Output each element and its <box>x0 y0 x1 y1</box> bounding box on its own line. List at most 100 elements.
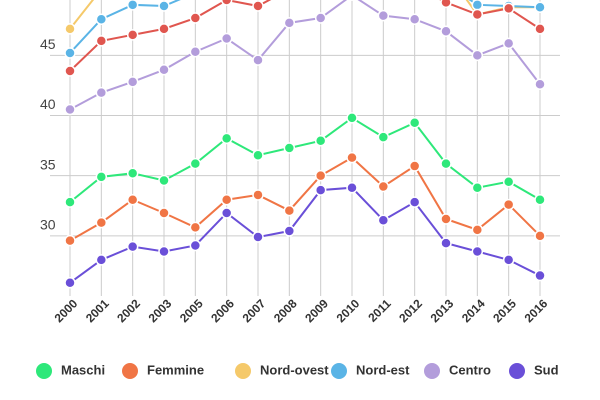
x-tick-label: 2011 <box>365 296 394 325</box>
data-point <box>95 254 108 266</box>
data-point <box>252 54 264 66</box>
data-point <box>377 214 390 226</box>
data-point <box>440 25 452 38</box>
x-tick-label: 2007 <box>240 296 269 325</box>
series-line <box>69 156 541 242</box>
data-point <box>534 269 546 282</box>
data-point <box>220 32 233 45</box>
x-tick-label: 2014 <box>459 296 488 325</box>
data-point <box>534 194 546 206</box>
legend-label: Nord-ovest <box>260 362 329 377</box>
data-point <box>252 149 264 161</box>
data-point <box>95 216 108 229</box>
data-point <box>346 181 358 194</box>
data-point <box>377 9 390 22</box>
data-point <box>314 184 327 196</box>
data-point <box>64 277 76 289</box>
data-point <box>283 142 296 154</box>
data-point <box>471 49 484 62</box>
data-point <box>126 29 139 41</box>
series-line <box>69 186 541 284</box>
data-point <box>534 78 546 90</box>
data-point <box>440 237 452 249</box>
data-point <box>502 37 515 50</box>
data-point <box>440 157 452 170</box>
x-tick-label: 2001 <box>83 296 112 325</box>
data-point <box>534 230 546 242</box>
x-tick-label: 2002 <box>114 296 143 325</box>
y-tick-label: 30 <box>40 217 56 233</box>
data-point <box>534 23 546 35</box>
data-point <box>471 181 484 194</box>
data-point <box>158 64 170 76</box>
data-point <box>220 194 233 206</box>
data-point <box>95 35 108 47</box>
y-tick-label: 40 <box>40 96 56 112</box>
series-line <box>69 0 541 72</box>
grid <box>50 0 560 296</box>
y-tick-label: 45 <box>40 36 56 52</box>
data-point <box>189 221 202 234</box>
data-point <box>283 225 296 237</box>
data-point <box>408 160 421 172</box>
data-point <box>471 224 484 236</box>
data-point <box>64 65 76 77</box>
data-point <box>189 12 202 24</box>
data-point <box>502 2 515 15</box>
legend-label: Femmine <box>147 362 204 377</box>
data-point <box>314 169 327 182</box>
data-point <box>158 0 170 12</box>
x-tick-label: 2013 <box>428 296 457 325</box>
data-point <box>95 13 108 26</box>
data-point <box>158 23 170 35</box>
data-point <box>220 132 233 145</box>
series-line <box>69 116 541 203</box>
data-point <box>440 213 452 225</box>
data-point <box>189 45 202 58</box>
data-point <box>126 167 139 180</box>
legend-swatch <box>122 363 138 379</box>
series-line <box>69 0 541 111</box>
legend-swatch <box>331 363 347 379</box>
x-tick-label: 2016 <box>522 296 551 325</box>
data-point <box>471 245 484 258</box>
data-point <box>126 76 139 88</box>
x-tick-label: 2010 <box>334 296 363 325</box>
data-point <box>126 0 139 11</box>
x-tick-label: 2005 <box>177 296 206 325</box>
legend-label: Centro <box>449 362 491 377</box>
data-point <box>220 207 233 219</box>
data-point <box>64 196 76 208</box>
legend-swatch <box>509 363 525 379</box>
data-point <box>283 17 296 29</box>
plot-area <box>64 0 546 289</box>
data-point <box>189 239 202 252</box>
data-point <box>252 0 264 12</box>
data-point <box>64 103 76 116</box>
data-point <box>377 180 390 193</box>
data-point <box>408 13 421 26</box>
data-point <box>252 231 264 243</box>
x-tick-label: 2015 <box>490 296 519 325</box>
data-point <box>189 157 202 170</box>
data-point <box>346 112 358 124</box>
data-point <box>126 194 139 206</box>
y-tick-label: 35 <box>40 156 56 172</box>
data-point <box>471 8 484 21</box>
series-line <box>69 0 541 54</box>
data-point <box>252 189 264 201</box>
data-point <box>534 1 546 13</box>
labels: 30 35 40 45 2000 2001 2002 2003 2005 2006 2007 2008… <box>36 36 559 379</box>
legend-swatch <box>424 363 440 379</box>
data-point <box>283 204 296 217</box>
x-tick-label: 2008 <box>271 296 300 325</box>
data-point <box>64 234 76 247</box>
data-point <box>64 47 76 59</box>
data-point <box>314 12 327 24</box>
legend-swatch <box>36 363 52 379</box>
data-point <box>377 131 390 143</box>
data-point <box>64 23 76 35</box>
legend-label: Nord-est <box>356 362 410 377</box>
data-point <box>158 174 170 187</box>
